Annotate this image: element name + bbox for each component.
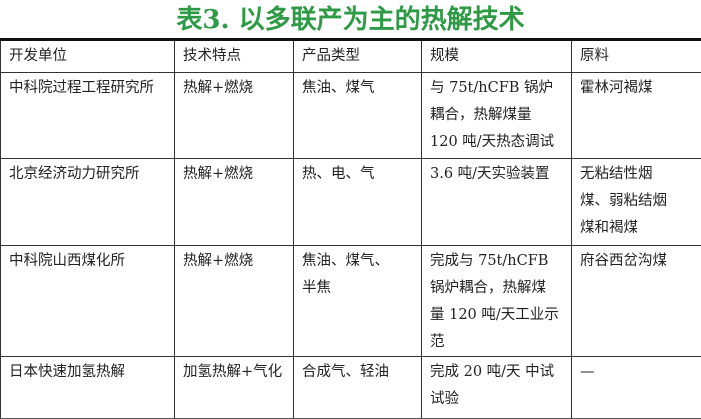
cell-text-line: 与 75t/hCFB 锅炉 [430, 80, 554, 96]
cell-text-line: 霍林河褐煤 [580, 80, 653, 96]
cell-text-line: 范 [430, 334, 445, 350]
cell-text-line: 无粘结性烟 [580, 166, 653, 182]
cell-text-line: 热解+燃烧 [183, 166, 254, 182]
header-row: 开发单位 技术特点 产品类型 规模 原料 [0, 38, 701, 73]
cell-developer: 中科院过程工程研究所 [0, 72, 175, 159]
cell-text-line: — [580, 364, 595, 380]
cell-technology: 热解+燃烧 [174, 158, 294, 246]
cell-product-type: 焦油、煤气 [293, 72, 422, 159]
cell-scale: 3.6 吨/天实验装置 [421, 158, 572, 246]
cell-technology: 热解+燃烧 [174, 245, 294, 357]
cell-text-line: 加氢热解+气化 [183, 364, 283, 380]
cell-text-line: 府谷西岔沟煤 [580, 253, 667, 269]
cell-developer: 中科院山西煤化所 [0, 245, 175, 357]
cell-feedstock: — [571, 356, 701, 419]
cell-product-type: 焦油、煤气、 半焦 [293, 245, 422, 357]
cell-feedstock: 无粘结性烟煤、弱粘结烟 煤和褐煤 [571, 158, 701, 246]
header-technology: 技术特点 [174, 38, 294, 73]
cell-text-line: 热解+燃烧 [183, 253, 254, 269]
cell-scale: 与 75t/hCFB 锅炉 耦合，热解煤量 120 吨/天热态调试 [421, 72, 572, 159]
table-row: 中科院山西煤化所 热解+燃烧 焦油、煤气、 半焦 完成与 75t/hCFB 锅炉耦合，热解… [0, 245, 701, 357]
cell-scale: 完成 20 吨/天 中试 试验 [421, 356, 572, 419]
table-row: 中科院过程工程研究所 热解+燃烧 焦油、煤气 与 75t/hCFB 锅炉 耦合，热解煤量… [0, 72, 701, 159]
cell-developer: 日本快速加氢热解 [0, 356, 175, 419]
cell-text-line: 试验 [430, 391, 459, 407]
cell-text-line: 中科院山西煤化所 [9, 253, 125, 269]
header-feedstock: 原料 [571, 38, 701, 73]
header-developer: 开发单位 [0, 38, 175, 73]
cell-feedstock: 霍林河褐煤 [571, 72, 701, 159]
cell-text-line: 合成气、轻油 [302, 364, 389, 380]
table-row: 北京经济动力研究所 热解+燃烧 热、电、气 3.6 吨/天实验装置 无粘结性烟煤、弱粘结… [0, 158, 701, 246]
cell-text-line: 北京经济动力研究所 [9, 166, 140, 182]
cell-text-line: 煤和褐煤 [580, 220, 638, 236]
cell-text-line: 煤、弱粘结烟 [580, 193, 667, 209]
cell-product-type: 合成气、轻油 [293, 356, 422, 419]
table-title: 表3. 以多联产为主的热解技术 [176, 5, 525, 35]
cell-scale: 完成与 75t/hCFB 锅炉耦合，热解煤量 120 吨/天工业示范 [421, 245, 572, 357]
cell-text-line: 焦油、煤气 [302, 80, 375, 96]
header-product-type: 产品类型 [293, 38, 422, 73]
table-row: 日本快速加氢热解 加氢热解+气化 合成气、轻油 完成 20 吨/天 中试 试验 — [0, 356, 701, 419]
cell-product-type: 热、电、气 [293, 158, 422, 246]
cell-text-line: 中科院过程工程研究所 [9, 80, 154, 96]
cell-text-line: 耦合，热解煤量 [430, 107, 532, 123]
cell-text-line: 量 120 吨/天工业示 [430, 307, 559, 323]
cell-text-line: 完成与 75t/hCFB [430, 253, 549, 269]
cell-technology: 加氢热解+气化 [174, 356, 294, 419]
cell-text-line: 热、电、气 [302, 166, 375, 182]
pyrolysis-technology-table: 开发单位 技术特点 产品类型 规模 原料 中科院过程工程研究所 热解+燃烧 焦油、煤气与 75… [0, 38, 701, 419]
cell-text-line: 完成 20 吨/天 中试 [430, 364, 555, 380]
cell-feedstock: 府谷西岔沟煤 [571, 245, 701, 357]
cell-text-line: 锅炉耦合，热解煤 [430, 280, 546, 296]
cell-technology: 热解+燃烧 [174, 72, 294, 159]
cell-developer: 北京经济动力研究所 [0, 158, 175, 246]
cell-text-line: 日本快速加氢热解 [9, 364, 125, 380]
cell-text-line: 3.6 吨/天实验装置 [430, 166, 550, 182]
header-scale: 规模 [421, 38, 572, 73]
cell-text-line: 热解+燃烧 [183, 80, 254, 96]
cell-text-line: 半焦 [302, 280, 331, 296]
cell-text-line: 焦油、煤气、 [302, 253, 389, 269]
cell-text-line: 120 吨/天热态调试 [430, 134, 555, 150]
